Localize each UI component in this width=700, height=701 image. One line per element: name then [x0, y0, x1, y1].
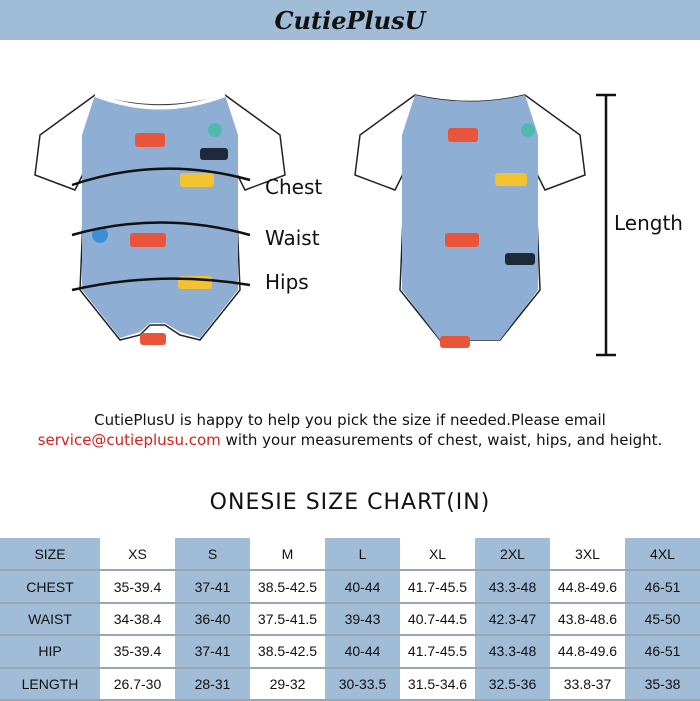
- table-cell: LENGTH: [0, 667, 100, 701]
- header-cell: 2XL: [475, 538, 550, 572]
- header-cell: M: [250, 538, 325, 572]
- help-note: CutiePlusU is happy to help you pick the…: [0, 410, 700, 450]
- table-row: HIP 35-39.4 37-41 38.5-42.5 40-44 41.7-45.5 43…: [0, 635, 700, 669]
- header-cell: L: [325, 538, 400, 572]
- table-cell: CHEST: [0, 570, 100, 604]
- header-cell: XS: [100, 538, 175, 572]
- table-cell: 45-50: [625, 602, 700, 637]
- table-cell: 40-44: [325, 635, 400, 669]
- email-link[interactable]: service@cutieplusu.com: [37, 431, 221, 449]
- size-chart-title: ONESIE SIZE CHART(IN): [209, 490, 491, 515]
- table-cell: 44.8-49.6: [550, 635, 625, 669]
- table-cell: 40-44: [325, 570, 400, 604]
- table-cell: 43.3-48: [475, 570, 550, 604]
- table-cell: HIP: [0, 635, 100, 669]
- brand-logo: CutiePlusU: [274, 5, 426, 35]
- table-cell: 32.5-36: [475, 667, 550, 701]
- table-cell: 34-38.4: [100, 602, 175, 637]
- table-cell: 46-51: [625, 570, 700, 604]
- length-label: Length: [614, 211, 683, 235]
- table-cell: 37.5-41.5: [250, 602, 325, 637]
- table-row: WAIST 34-38.4 36-40 37.5-41.5 39-43 40.7-44.5…: [0, 602, 700, 637]
- table-cell: 38.5-42.5: [250, 635, 325, 669]
- table-row: CHEST 35-39.4 37-41 38.5-42.5 40-44 41.7-45.5…: [0, 570, 700, 604]
- waist-label: Waist: [265, 226, 320, 250]
- note-line-1: CutiePlusU is happy to help you pick the…: [94, 411, 606, 429]
- table-cell: 37-41: [175, 570, 250, 604]
- header-cell: 4XL: [625, 538, 700, 572]
- onesie-back: [354, 94, 586, 348]
- header-cell: XL: [400, 538, 475, 572]
- table-cell: 37-41: [175, 635, 250, 669]
- length-marker: [596, 93, 616, 357]
- table-cell: 41.7-45.5: [400, 570, 475, 604]
- note-line-2: with your measurements of chest, waist, …: [220, 431, 663, 449]
- table-header-row: SIZE XS S M L XL 2XL 3XL 4XL: [0, 538, 700, 572]
- table-cell: 46-51: [625, 635, 700, 669]
- header-bar: CutiePlusU: [0, 0, 700, 40]
- table-cell: 35-39.4: [100, 635, 175, 669]
- table-cell: 26.7-30: [100, 667, 175, 701]
- header-cell: 3XL: [550, 538, 625, 572]
- size-chart-table: SIZE XS S M L XL 2XL 3XL 4XL CHEST 35-39.…: [0, 538, 700, 701]
- table-cell: 39-43: [325, 602, 400, 637]
- table-cell: 41.7-45.5: [400, 635, 475, 669]
- onesie-front: [34, 93, 286, 345]
- table-cell: 29-32: [250, 667, 325, 701]
- table-row: LENGTH 26.7-30 28-31 29-32 30-33.5 31.5-34.6 3…: [0, 667, 700, 701]
- table-cell: 35-38: [625, 667, 700, 701]
- header-cell: S: [175, 538, 250, 572]
- table-cell: 42.3-47: [475, 602, 550, 637]
- table-cell: 30-33.5: [325, 667, 400, 701]
- table-cell: 38.5-42.5: [250, 570, 325, 604]
- hips-label: Hips: [265, 270, 309, 294]
- table-cell: 35-39.4: [100, 570, 175, 604]
- table-cell: 43.8-48.6: [550, 602, 625, 637]
- table-cell: 44.8-49.6: [550, 570, 625, 604]
- header-cell: SIZE: [0, 538, 100, 572]
- table-cell: 36-40: [175, 602, 250, 637]
- onesie-illustrations: [34, 93, 616, 357]
- table-cell: 43.3-48: [475, 635, 550, 669]
- table-cell: 31.5-34.6: [400, 667, 475, 701]
- table-cell: 28-31: [175, 667, 250, 701]
- table-cell: 40.7-44.5: [400, 602, 475, 637]
- table-cell: WAIST: [0, 602, 100, 637]
- chest-label: Chest: [265, 175, 323, 199]
- table-cell: 33.8-37: [550, 667, 625, 701]
